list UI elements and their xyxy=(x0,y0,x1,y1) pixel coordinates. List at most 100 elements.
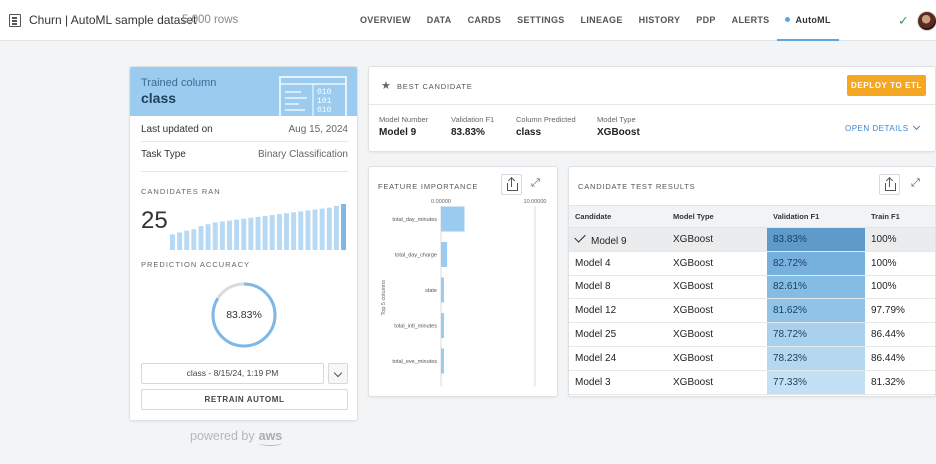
tab-automl-label: AutoML xyxy=(795,15,831,25)
validation-f1-cell: 78.23% xyxy=(767,346,865,371)
best-candidate-card: ★ BEST CANDIDATE DEPLOY TO ETL Model Num… xyxy=(368,66,936,152)
candidate-name: Model 3 xyxy=(575,376,611,388)
feature-bar xyxy=(441,206,465,232)
train-f1-cell: 86.44% xyxy=(865,322,935,347)
task-type-label: Task Type xyxy=(141,149,186,160)
table-row[interactable]: Model 4 XGBoost 82.72% 100% xyxy=(569,251,935,276)
candidate-cell: Model 12 xyxy=(569,298,667,324)
candidate-bar xyxy=(305,210,311,250)
model-type-cell: XGBoost xyxy=(667,275,767,300)
tab-data[interactable]: DATA xyxy=(426,15,452,25)
active-dot-icon xyxy=(785,17,791,22)
dataset-icon xyxy=(9,14,21,27)
table-row[interactable]: Model 24 XGBoost 78.23% 86.44% xyxy=(569,346,935,371)
model-type-cell: XGBoost xyxy=(667,251,767,276)
divider xyxy=(369,104,935,105)
feature-bar xyxy=(441,348,445,374)
expand-icon[interactable]: ⤢ xyxy=(911,177,920,189)
tab-history[interactable]: HISTORY xyxy=(638,15,681,25)
avatar[interactable] xyxy=(917,11,936,31)
category-label: total_intl_minutes xyxy=(394,324,437,330)
svg-text:101: 101 xyxy=(317,97,332,106)
candidate-bar xyxy=(227,220,232,250)
column-header[interactable]: Model Type xyxy=(667,205,767,228)
svg-text:010: 010 xyxy=(317,88,332,97)
y-axis-label: Top 5 columns xyxy=(381,280,387,316)
candidate-bar xyxy=(205,224,211,250)
table-row[interactable]: Model 9 XGBoost 83.83% 100% xyxy=(569,227,935,252)
deploy-to-etl-button[interactable]: DEPLOY TO ETL xyxy=(847,75,926,96)
table-illustration-icon: 010 101 010 xyxy=(279,76,347,116)
metric-value: Model 9 xyxy=(379,127,417,138)
candidate-bar xyxy=(219,221,225,250)
retrain-automl-button[interactable]: RETRAIN AUTOML xyxy=(141,389,348,410)
tab-overview[interactable]: OVERVIEW xyxy=(360,15,411,25)
metric-label: Column Predicted xyxy=(516,115,576,124)
accuracy-value: 83.83% xyxy=(226,309,262,321)
candidate-name: Model 12 xyxy=(575,305,617,317)
candidate-bar xyxy=(198,226,204,250)
tab-alerts[interactable]: ALERTS xyxy=(731,15,770,25)
validation-f1-cell: 78.72% xyxy=(767,322,865,347)
train-f1-cell: 97.79% xyxy=(865,298,935,324)
column-header[interactable]: Train F1 xyxy=(865,205,935,228)
row-count: 5,000 rows xyxy=(182,14,239,26)
open-details-label: OPEN DETAILS xyxy=(845,124,909,133)
candidate-cell: Model 24 xyxy=(569,346,667,371)
chevron-down-icon[interactable] xyxy=(328,363,348,384)
candidate-bar xyxy=(298,211,304,250)
accuracy-gauge xyxy=(211,282,277,348)
accuracy-arc xyxy=(211,282,277,348)
candidate-bar xyxy=(284,213,289,250)
tab-cards[interactable]: CARDS xyxy=(467,15,502,25)
validation-f1-cell: 77.33% xyxy=(767,370,865,395)
check-icon xyxy=(574,231,586,243)
tab-lineage[interactable]: LINEAGE xyxy=(580,15,623,25)
feature-importance-chart: 0.00000 10.00000 Top 5 columns total_day_mi… xyxy=(381,199,546,387)
share-icon[interactable] xyxy=(501,174,522,195)
open-details-button[interactable]: OPEN DETAILS xyxy=(845,122,920,133)
share-arrow-icon xyxy=(885,176,894,185)
tab-pdp[interactable]: PDP xyxy=(696,15,716,25)
candidate-cell: Model 4 xyxy=(569,251,667,276)
candidate-bar xyxy=(276,214,282,250)
candidate-name: Model 25 xyxy=(575,329,617,341)
model-type-cell: XGBoost xyxy=(667,370,767,395)
tab-settings[interactable]: SETTINGS xyxy=(517,15,565,25)
share-icon[interactable] xyxy=(879,174,900,195)
candidate-cell: Model 9 xyxy=(569,227,667,252)
category-label: total_day_charge xyxy=(395,253,437,259)
validation-f1-cell: 82.72% xyxy=(767,251,865,276)
table-row[interactable]: Model 25 XGBoost 78.72% 86.44% xyxy=(569,322,935,347)
candidates-ran-count: 25 xyxy=(141,207,168,234)
category-label: total_eve_minutes xyxy=(392,359,437,365)
candidate-name: Model 8 xyxy=(575,281,611,293)
candidate-cell: Model 3 xyxy=(569,370,667,395)
best-candidate-title: BEST CANDIDATE xyxy=(397,82,473,91)
aws-logo-text: aws xyxy=(258,429,283,443)
expand-icon[interactable]: ⤢ xyxy=(531,177,540,189)
candidate-bar xyxy=(341,204,346,250)
candidate-cell: Model 8 xyxy=(569,275,667,300)
table-row[interactable]: Model 3 XGBoost 77.33% 81.32% xyxy=(569,370,935,395)
validation-f1-cell: 83.83% xyxy=(767,227,865,252)
category-label: state xyxy=(425,288,437,294)
run-select[interactable]: class - 8/15/24, 1:19 PM xyxy=(141,363,324,384)
table-row[interactable]: Model 12 XGBoost 81.62% 97.79% xyxy=(569,298,935,324)
tab-automl[interactable]: AutoML xyxy=(777,0,840,41)
top-bar: Churn | AutoML sample dataset 5,000 rows… xyxy=(0,0,936,41)
metric-value: XGBoost xyxy=(597,127,640,138)
table-row[interactable]: Model 8 XGBoost 82.61% 100% xyxy=(569,275,935,300)
feature-importance-title: FEATURE IMPORTANCE xyxy=(378,182,479,191)
feature-bar xyxy=(441,277,445,303)
candidate-bar xyxy=(255,216,261,250)
candidate-bar xyxy=(333,205,339,250)
metric-value: class xyxy=(516,127,542,138)
category-label: total_day_minutes xyxy=(392,217,437,223)
last-updated-row: Last updated on Aug 15, 2024 xyxy=(141,124,348,135)
dataset-title: Churn | AutoML sample dataset xyxy=(29,13,197,27)
train-f1-cell: 81.32% xyxy=(865,370,935,395)
metric-label: Model Number xyxy=(379,115,429,124)
column-header[interactable]: Validation F1 xyxy=(767,205,865,228)
column-header[interactable]: Candidate xyxy=(569,205,667,228)
